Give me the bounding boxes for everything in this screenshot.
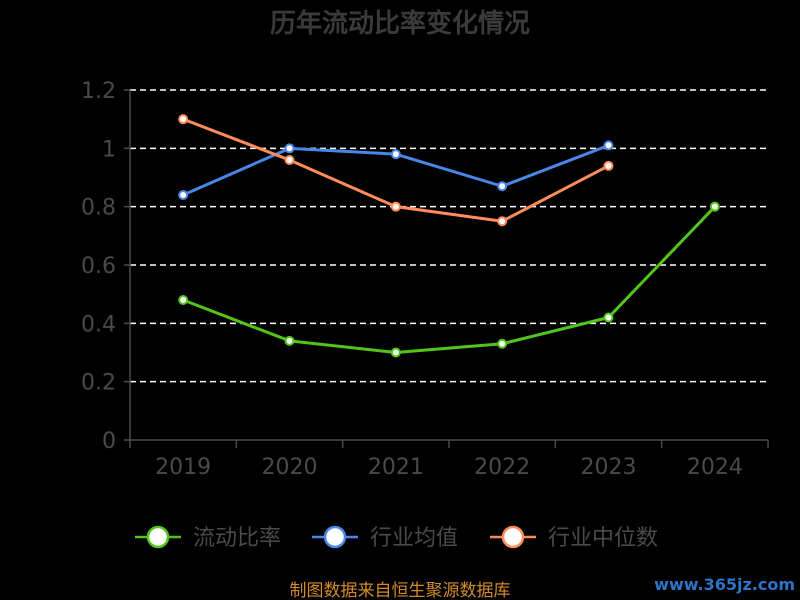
y-axis-ticks: 0 0.2 0.4 0.6 0.8 1 1.2: [81, 79, 116, 454]
x-axis-ticks: 2019 2020 2021 2022 2023 2024: [155, 455, 743, 480]
y-tick-label: 1.2: [81, 79, 116, 104]
legend-label: 行业均值: [370, 526, 458, 551]
y-tick-label: 1: [102, 137, 116, 162]
axes: [124, 89, 769, 448]
x-tick-label: 2024: [687, 455, 743, 480]
data-point-2-4: [603, 160, 614, 171]
data-point-1-2: [390, 149, 401, 160]
data-point-1-3: [497, 181, 508, 192]
series-line-0: [182, 205, 716, 354]
data-point-0-3: [497, 338, 508, 349]
x-tick-label: 2022: [474, 455, 530, 480]
data-point-0-2: [390, 347, 401, 358]
legend-marker-2: [501, 525, 525, 549]
y-tick-label: 0.4: [81, 312, 116, 337]
y-tick-label: 0.8: [81, 196, 116, 221]
data-point-2-2: [390, 201, 401, 212]
legend-marker-0: [146, 525, 170, 549]
data-point-0-0: [178, 295, 189, 305]
y-tick-label: 0.6: [81, 254, 116, 279]
data-point-2-1: [284, 155, 295, 165]
x-tick-label: 2020: [262, 455, 318, 480]
legend-label: 流动比率: [193, 526, 281, 551]
data-point-0-4: [603, 312, 614, 323]
grid-lines: [130, 89, 768, 383]
x-tick-label: 2021: [368, 455, 424, 480]
legend-label: 行业中位数: [548, 526, 658, 551]
y-tick-label: 0: [102, 429, 116, 454]
data-point-0-5: [709, 201, 720, 212]
x-tick-label: 2019: [155, 455, 211, 480]
data-point-0-1: [284, 335, 295, 346]
watermark: www.365jz.com: [654, 575, 795, 594]
source-note: 制图数据来自恒生聚源数据库: [290, 581, 511, 600]
x-tick-label: 2023: [581, 455, 637, 480]
data-point-1-4: [603, 140, 614, 151]
legend: 流动比率 行业均值 行业中位数: [135, 525, 658, 551]
data-point-2-0: [178, 114, 189, 125]
y-tick-label: 0.2: [81, 371, 116, 396]
series-lines: [178, 114, 720, 358]
chart-title: 历年流动比率变化情况: [270, 8, 530, 39]
data-point-2-3: [497, 216, 508, 227]
data-point-1-0: [178, 190, 189, 200]
legend-marker-1: [323, 525, 347, 549]
data-point-1-1: [284, 143, 295, 154]
